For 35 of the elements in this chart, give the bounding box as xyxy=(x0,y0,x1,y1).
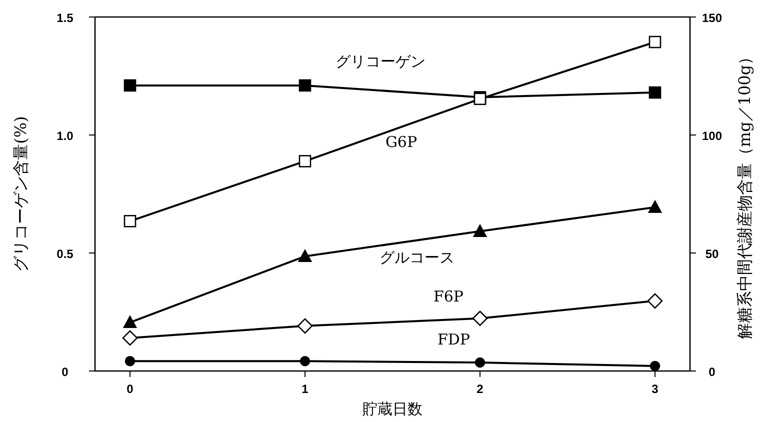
point xyxy=(647,293,663,309)
point xyxy=(122,330,138,346)
y2-tick-label: 50 xyxy=(705,247,719,261)
point xyxy=(124,356,136,366)
point xyxy=(648,36,662,48)
series-label: G6P xyxy=(385,132,418,151)
point xyxy=(123,316,137,328)
y-tick-label: 1.0 xyxy=(56,129,74,143)
series-label: F6P xyxy=(433,288,464,306)
y-tick-label: 1.5 xyxy=(56,11,74,25)
x-tick-label: 2 xyxy=(476,382,484,396)
x-tick-label: 3 xyxy=(652,382,659,396)
y2-tick-label: 150 xyxy=(702,11,722,25)
point xyxy=(474,357,486,368)
point xyxy=(473,224,487,237)
y2-axis-title: 解糖系中間代謝産物含量（mg／100g） xyxy=(735,48,754,340)
point xyxy=(472,310,488,326)
series-label: FDP xyxy=(437,330,470,348)
point xyxy=(297,318,313,334)
y-tick-label: 0 xyxy=(62,365,69,379)
y2-tick-label: 0 xyxy=(708,365,716,379)
series-label: グリコーゲン xyxy=(335,52,426,71)
x-axis-title: 貯蔵日数 xyxy=(362,400,422,418)
y2-tick-label: 100 xyxy=(702,129,722,143)
point xyxy=(124,214,136,228)
x-tick-label: 1 xyxy=(302,382,309,396)
point xyxy=(650,360,660,372)
point xyxy=(300,356,310,366)
point xyxy=(298,155,312,168)
point xyxy=(648,200,662,213)
x-tick-label: 0 xyxy=(126,382,134,396)
y-axis-title: グリコーゲン含量(%) xyxy=(11,116,30,272)
point xyxy=(298,250,312,262)
series-label: グルコース xyxy=(380,248,454,266)
y-tick-label: 0.5 xyxy=(56,247,74,261)
